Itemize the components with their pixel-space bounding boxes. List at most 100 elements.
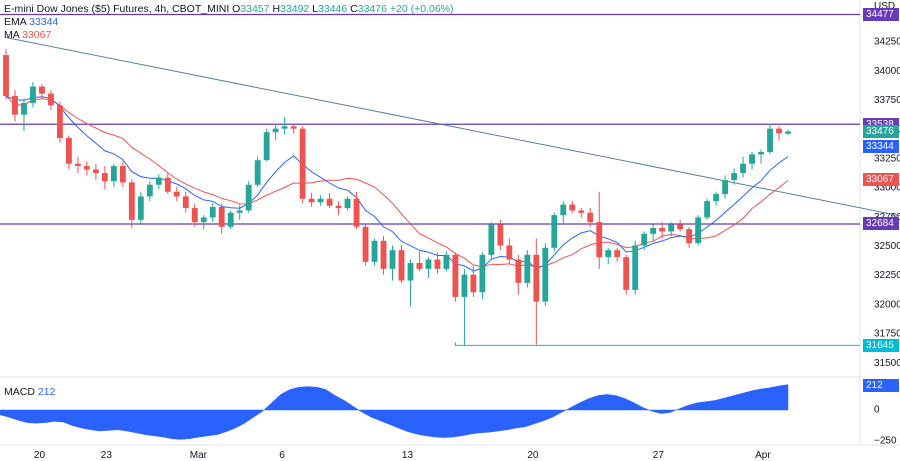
candle [533, 238, 540, 345]
candle [623, 254, 630, 295]
candle [731, 168, 737, 185]
macd-area [0, 384, 789, 440]
candle [677, 219, 684, 232]
candle [515, 254, 522, 295]
support-line [454, 342, 860, 346]
candle-body [434, 259, 441, 269]
candle-body [677, 224, 684, 230]
candle-body [623, 257, 630, 290]
candle-body [767, 128, 773, 153]
candle [686, 226, 693, 248]
candle-body [39, 86, 45, 94]
candle-body [353, 198, 360, 227]
close-label: C [350, 3, 358, 15]
macd-badge: 212 [863, 379, 899, 392]
candle-body [425, 259, 432, 269]
price-badge: 33476 [863, 124, 899, 138]
candle-body [371, 240, 378, 262]
candle-body [443, 254, 450, 269]
candle [326, 192, 333, 209]
candle [137, 191, 144, 225]
macd-label: MACD [4, 386, 35, 398]
candle [362, 224, 369, 266]
candle [317, 195, 324, 206]
candle-body [713, 194, 720, 202]
candle-body [12, 95, 18, 115]
candle [470, 266, 477, 297]
candle-body [92, 169, 99, 174]
candle-body [461, 274, 468, 297]
ema-legend[interactable]: EMA 33344 [4, 16, 58, 28]
candle-body [776, 128, 782, 134]
candle-body [497, 224, 504, 246]
candle-body [128, 182, 135, 220]
time-tick-label: 20 [34, 450, 46, 461]
candle [479, 252, 486, 300]
candle [416, 251, 423, 272]
candle-body [290, 126, 297, 129]
price-tick-label: 32000 [874, 299, 900, 310]
candle [209, 203, 216, 223]
price-badge: 32684 [863, 217, 899, 231]
open-value: 33457 [240, 3, 270, 15]
candle [749, 152, 755, 170]
candle-body [641, 233, 648, 246]
ema-line [5, 95, 789, 272]
candle-body [560, 204, 567, 216]
candle-body [488, 224, 495, 255]
candle [767, 123, 773, 155]
price-tick-label: 33750 [874, 95, 900, 106]
candle [587, 208, 594, 227]
macd-legend[interactable]: MACD 212 [4, 386, 55, 398]
candle [551, 212, 558, 252]
candle [443, 251, 450, 272]
candle [74, 156, 81, 174]
candle-body [191, 208, 198, 223]
candle-body [704, 201, 711, 218]
candle-body [272, 128, 279, 133]
candle [407, 259, 414, 307]
time-tick-label: 6 [279, 450, 285, 461]
candle [434, 252, 441, 274]
candle-body [74, 163, 81, 167]
high-value: 33492 [280, 3, 310, 15]
low-value: 33446 [318, 3, 348, 15]
candle [101, 166, 108, 190]
candle-body [659, 227, 666, 232]
trendline [5, 37, 900, 217]
candle [506, 238, 513, 265]
price-badge: 34477 [863, 8, 899, 22]
candle [119, 161, 126, 188]
candle-body [119, 166, 126, 183]
candle [218, 203, 225, 234]
candle [497, 219, 504, 251]
candle [578, 208, 585, 218]
candle [641, 231, 648, 251]
candle-body [155, 177, 162, 185]
candle-body [524, 254, 531, 283]
candle [380, 236, 387, 275]
candle-body [254, 160, 261, 185]
candle-body [173, 191, 180, 197]
time-tick-label: Apr [755, 450, 771, 461]
candle-body [533, 254, 540, 302]
high-label: H [272, 3, 281, 15]
candle [236, 204, 243, 220]
candle [785, 129, 791, 135]
candle-body [722, 180, 729, 195]
candle-body [515, 259, 522, 283]
ma-legend[interactable]: MA 33067 [4, 29, 51, 41]
candle-body [182, 196, 189, 209]
candle [191, 203, 198, 227]
ma-label: MA [4, 29, 20, 41]
macd-tick-label: 0 [874, 405, 880, 416]
candle [398, 245, 405, 283]
candle [254, 156, 261, 188]
candle-body [57, 105, 63, 139]
candle [281, 116, 288, 135]
candle-body [21, 102, 27, 115]
candle [3, 49, 9, 100]
candle-body [317, 198, 324, 203]
